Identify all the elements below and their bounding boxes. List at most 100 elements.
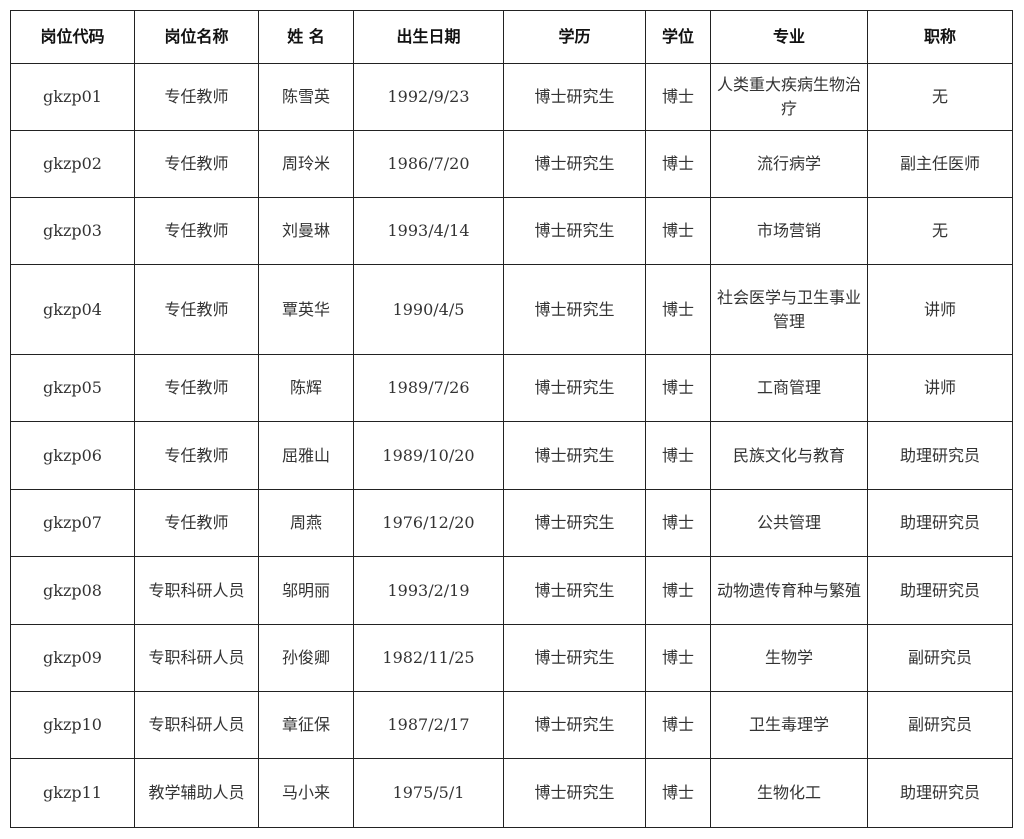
header-position-code: 岗位代码 <box>10 10 135 64</box>
cell-person-name: 陈雪英 <box>258 63 354 131</box>
cell-title: 副主任医师 <box>867 130 1013 198</box>
cell-position-name: 专任教师 <box>134 264 259 355</box>
cell-degree: 博士 <box>645 197 711 265</box>
cell-person-name: 覃英华 <box>258 264 354 355</box>
cell-title: 无 <box>867 197 1013 265</box>
cell-major: 市场营销 <box>710 197 868 265</box>
cell-position-name: 专任教师 <box>134 354 259 422</box>
cell-position-name: 专任教师 <box>134 197 259 265</box>
cell-major: 生物学 <box>710 624 868 692</box>
cell-major: 生物化工 <box>710 758 868 828</box>
header-position-name: 岗位名称 <box>134 10 259 64</box>
cell-major: 卫生毒理学 <box>710 691 868 759</box>
cell-person-name: 周燕 <box>258 489 354 557</box>
header-birth-date: 出生日期 <box>353 10 504 64</box>
table-row: gkzp07 专任教师 周燕 1976/12/20 博士研究生 博士 公共管理 助理研究员 <box>10 489 1013 557</box>
cell-position-name: 专职科研人员 <box>134 556 259 625</box>
cell-degree: 博士 <box>645 421 711 490</box>
cell-position-code: gkzp03 <box>10 197 135 265</box>
cell-title: 讲师 <box>867 264 1013 355</box>
cell-person-name: 周玲米 <box>258 130 354 198</box>
cell-degree: 博士 <box>645 691 711 759</box>
table-row: gkzp03 专任教师 刘曼琳 1993/4/14 博士研究生 博士 市场营销无 <box>10 197 1013 265</box>
header-title: 职称 <box>867 10 1013 64</box>
cell-position-code: gkzp07 <box>10 489 135 557</box>
cell-education: 博士研究生 <box>503 354 646 422</box>
cell-position-code: gkzp10 <box>10 691 135 759</box>
cell-birth-date: 1986/7/20 <box>353 130 504 198</box>
cell-major: 工商管理 <box>710 354 868 422</box>
cell-person-name: 陈辉 <box>258 354 354 422</box>
cell-position-code: gkzp04 <box>10 264 135 355</box>
cell-title: 讲师 <box>867 354 1013 422</box>
header-education: 学历 <box>503 10 646 64</box>
cell-position-code: gkzp01 <box>10 63 135 131</box>
cell-position-code: gkzp05 <box>10 354 135 422</box>
cell-position-code: gkzp06 <box>10 421 135 490</box>
cell-education: 博士研究生 <box>503 63 646 131</box>
cell-education: 博士研究生 <box>503 624 646 692</box>
cell-degree: 博士 <box>645 758 711 828</box>
cell-degree: 博士 <box>645 264 711 355</box>
cell-title: 助理研究员 <box>867 489 1013 557</box>
header-major: 专业 <box>710 10 868 64</box>
header-row: 岗位代码 岗位名称姓 名出生日期 学历 学位 专业 职称 <box>10 10 1013 64</box>
cell-position-code: gkzp08 <box>10 556 135 625</box>
cell-education: 博士研究生 <box>503 197 646 265</box>
cell-position-code: gkzp02 <box>10 130 135 198</box>
table-row: gkzp01 专任教师 陈雪英 1992/9/23 博士研究生 博士 人类重大疾病生物治疗无 <box>10 63 1013 131</box>
cell-position-name: 专任教师 <box>134 421 259 490</box>
table-row: gkzp05 专任教师 陈辉 1989/7/26 博士研究生 博士 工商管理 讲师 <box>10 354 1013 422</box>
cell-degree: 博士 <box>645 63 711 131</box>
cell-birth-date: 1993/4/14 <box>353 197 504 265</box>
cell-birth-date: 1982/11/25 <box>353 624 504 692</box>
cell-education: 博士研究生 <box>503 691 646 759</box>
cell-birth-date: 1989/10/20 <box>353 421 504 490</box>
cell-education: 博士研究生 <box>503 421 646 490</box>
cell-position-name: 专任教师 <box>134 63 259 131</box>
cell-major: 公共管理 <box>710 489 868 557</box>
cell-degree: 博士 <box>645 624 711 692</box>
table-row: gkzp11 教学辅助人员 马小来 1975/5/1 博士研究生 博士 生物化工 助理研究员 <box>10 758 1013 828</box>
cell-degree: 博士 <box>645 556 711 625</box>
cell-education: 博士研究生 <box>503 130 646 198</box>
cell-education: 博士研究生 <box>503 758 646 828</box>
table-row: gkzp09 专职科研人员 孙俊卿 1982/11/25 博士研究生 博士 生物学 副研究员 <box>10 624 1013 692</box>
cell-birth-date: 1989/7/26 <box>353 354 504 422</box>
cell-education: 博士研究生 <box>503 264 646 355</box>
cell-title: 助理研究员 <box>867 556 1013 625</box>
cell-person-name: 马小来 <box>258 758 354 828</box>
cell-major: 流行病学 <box>710 130 868 198</box>
cell-position-name: 专职科研人员 <box>134 624 259 692</box>
cell-degree: 博士 <box>645 130 711 198</box>
cell-person-name: 章征保 <box>258 691 354 759</box>
cell-birth-date: 1993/2/19 <box>353 556 504 625</box>
cell-major: 动物遗传育种与繁殖 <box>710 556 868 625</box>
cell-birth-date: 1987/2/17 <box>353 691 504 759</box>
header-degree: 学位 <box>645 10 711 64</box>
cell-title: 无 <box>867 63 1013 131</box>
personnel-table: 岗位代码 岗位名称姓 名出生日期 学历 学位 专业 职称 gkzp01 专任教师 陈雪英 199… <box>10 10 1013 828</box>
cell-birth-date: 1990/4/5 <box>353 264 504 355</box>
cell-person-name: 邬明丽 <box>258 556 354 625</box>
cell-person-name: 屈雅山 <box>258 421 354 490</box>
cell-title: 副研究员 <box>867 624 1013 692</box>
cell-major: 社会医学与卫生事业管理 <box>710 264 868 355</box>
cell-major: 民族文化与教育 <box>710 421 868 490</box>
cell-education: 博士研究生 <box>503 556 646 625</box>
cell-position-name: 教学辅助人员 <box>134 758 259 828</box>
cell-title: 副研究员 <box>867 691 1013 759</box>
table-row: gkzp08 专职科研人员 邬明丽 1993/2/19 博士研究生 博士 动物遗传育种与繁殖… <box>10 556 1013 625</box>
cell-degree: 博士 <box>645 354 711 422</box>
cell-education: 博士研究生 <box>503 489 646 557</box>
cell-person-name: 孙俊卿 <box>258 624 354 692</box>
cell-title: 助理研究员 <box>867 758 1013 828</box>
table-row: gkzp06 专任教师 屈雅山 1989/10/20 博士研究生 博士 民族文化与教育 助理研… <box>10 421 1013 490</box>
table-row: gkzp04 专任教师 覃英华 1990/4/5 博士研究生 博士 社会医学与卫生事业管理讲… <box>10 264 1013 355</box>
cell-degree: 博士 <box>645 489 711 557</box>
table-row: gkzp02 专任教师 周玲米 1986/7/20 博士研究生 博士 流行病学 副主任医师 <box>10 130 1013 198</box>
cell-position-code: gkzp09 <box>10 624 135 692</box>
cell-birth-date: 1976/12/20 <box>353 489 504 557</box>
cell-person-name: 刘曼琳 <box>258 197 354 265</box>
cell-position-code: gkzp11 <box>10 758 135 828</box>
